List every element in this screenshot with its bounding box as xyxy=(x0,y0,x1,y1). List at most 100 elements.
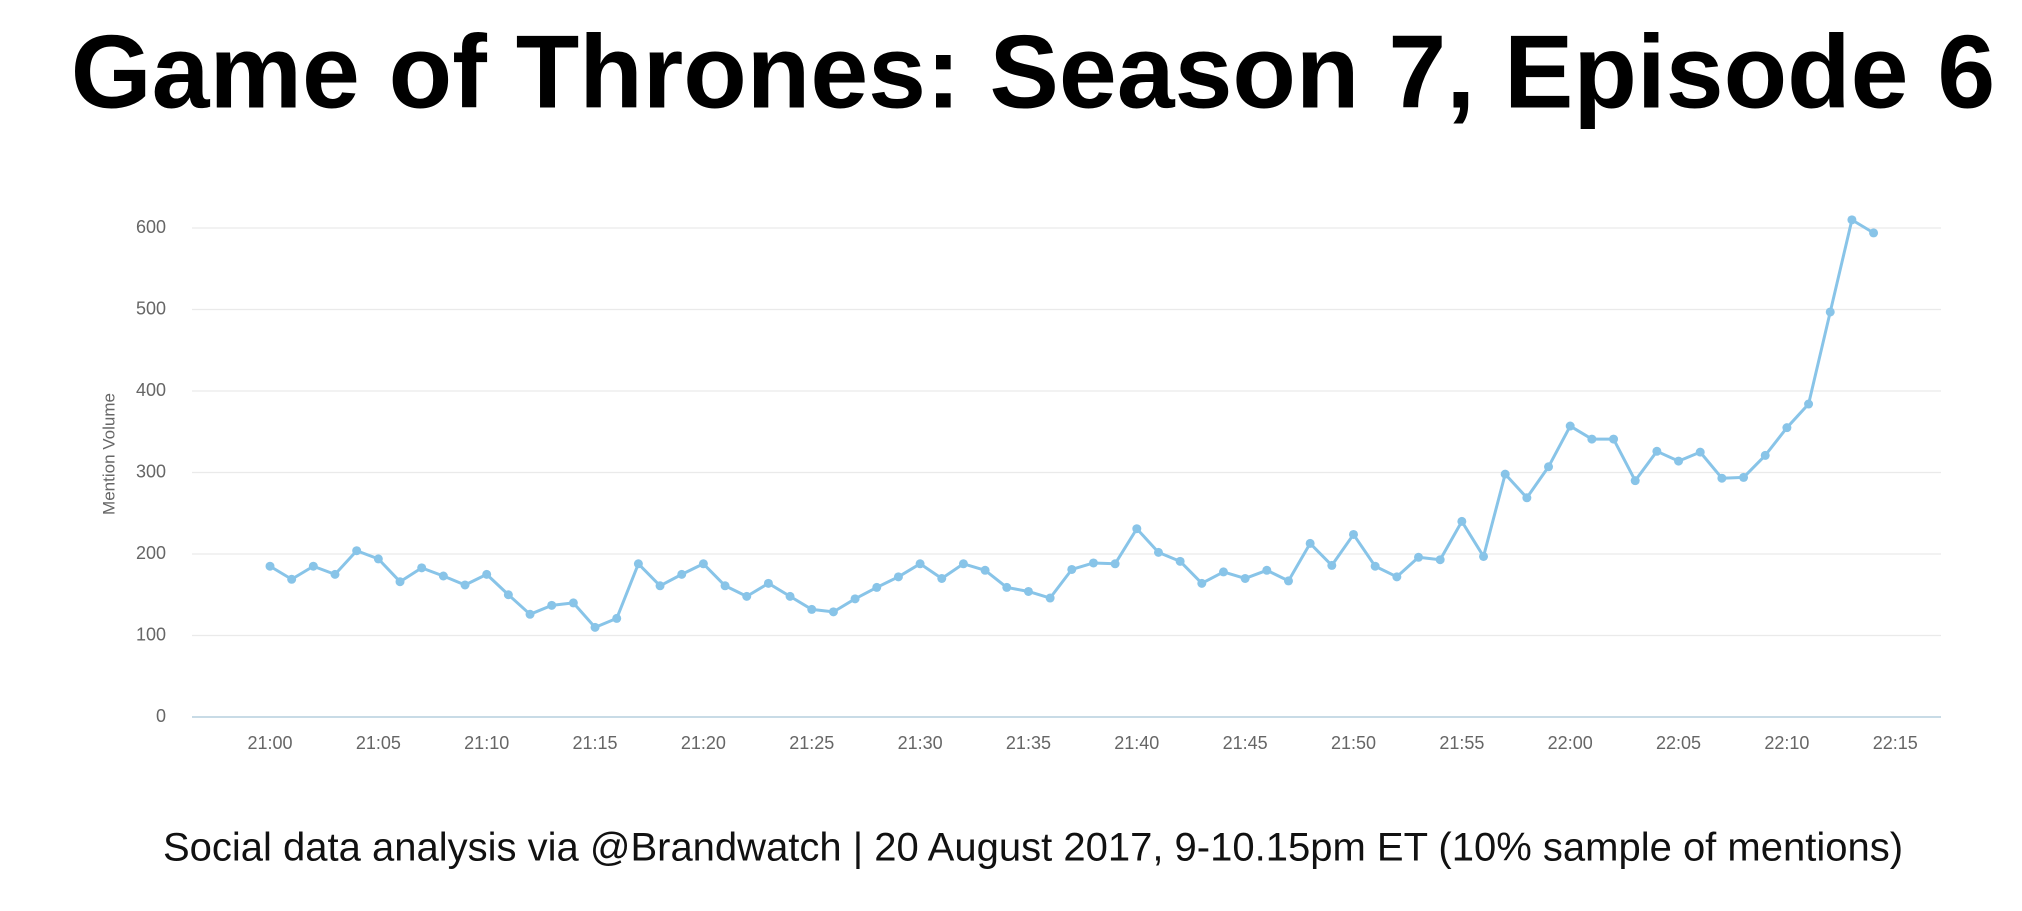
data-point xyxy=(395,577,405,587)
data-point xyxy=(1544,462,1554,472)
y-axis-label: Mention Volume xyxy=(99,393,118,515)
x-tick-label: 21:40 xyxy=(1114,733,1159,753)
x-tick-label: 21:20 xyxy=(681,733,726,753)
x-tick-label: 21:15 xyxy=(573,733,618,753)
data-point xyxy=(1414,552,1424,562)
caption: Social data analysis via @Brandwatch | 2… xyxy=(163,826,1903,870)
data-point xyxy=(1804,399,1814,409)
data-point xyxy=(763,578,773,588)
data-point xyxy=(503,590,513,600)
data-point xyxy=(1652,446,1662,456)
data-point xyxy=(1782,423,1792,433)
data-point xyxy=(1739,472,1749,482)
data-point xyxy=(612,613,622,623)
x-tick-label: 21:05 xyxy=(356,733,401,753)
data-point xyxy=(460,580,470,590)
data-point xyxy=(1197,578,1207,588)
y-tick-label: 400 xyxy=(136,380,166,400)
data-point xyxy=(1392,572,1402,582)
data-point xyxy=(438,571,448,581)
data-point xyxy=(1500,469,1510,479)
data-point xyxy=(1435,555,1445,565)
x-tick-label: 21:45 xyxy=(1223,733,1268,753)
x-tick-label: 22:10 xyxy=(1764,733,1809,753)
data-point xyxy=(655,581,665,591)
data-point xyxy=(980,565,990,575)
data-point xyxy=(287,574,297,584)
x-tick-label: 22:05 xyxy=(1656,733,1701,753)
data-point xyxy=(373,554,383,564)
data-point xyxy=(525,609,535,619)
x-tick-label: 21:00 xyxy=(247,733,292,753)
data-point xyxy=(633,559,643,569)
data-point xyxy=(893,572,903,582)
data-point xyxy=(265,561,275,571)
data-point xyxy=(482,569,492,579)
chart-title: Game of Thrones: Season 7, Episode 6 xyxy=(71,14,1996,130)
data-point xyxy=(698,559,708,569)
data-point xyxy=(872,582,882,592)
data-point xyxy=(1305,538,1315,548)
x-tick-label: 22:15 xyxy=(1873,733,1918,753)
data-point xyxy=(1479,551,1489,561)
y-tick-label: 100 xyxy=(136,624,166,644)
y-tick-label: 300 xyxy=(136,461,166,481)
data-point xyxy=(1283,576,1293,586)
y-tick-label: 600 xyxy=(136,217,166,237)
data-point xyxy=(850,594,860,604)
data-point xyxy=(1327,560,1337,570)
data-point xyxy=(1175,556,1185,566)
data-point xyxy=(1717,473,1727,483)
data-point xyxy=(1760,450,1770,460)
data-point xyxy=(915,559,925,569)
data-point xyxy=(1869,228,1879,238)
x-tick-label: 21:30 xyxy=(898,733,943,753)
data-point xyxy=(1002,582,1012,592)
data-point xyxy=(568,598,578,608)
data-point xyxy=(742,591,752,601)
data-point xyxy=(1522,493,1532,503)
x-tick-label: 21:35 xyxy=(1006,733,1051,753)
x-tick-label: 21:10 xyxy=(464,733,509,753)
data-point xyxy=(1110,559,1120,569)
data-point xyxy=(1609,434,1619,444)
data-point xyxy=(1262,565,1272,575)
data-point xyxy=(828,607,838,617)
data-point xyxy=(1587,434,1597,444)
data-point xyxy=(1565,421,1575,431)
data-point xyxy=(1132,524,1142,534)
data-point xyxy=(330,569,340,579)
data-point xyxy=(1825,307,1835,317)
data-point xyxy=(1023,586,1033,596)
data-point xyxy=(417,563,427,573)
data-point xyxy=(1630,476,1640,486)
data-point xyxy=(590,622,600,632)
data-point xyxy=(937,573,947,583)
data-point xyxy=(1695,447,1705,457)
data-point xyxy=(1045,593,1055,603)
data-point xyxy=(1088,558,1098,568)
y-tick-label: 0 xyxy=(156,706,166,726)
data-point xyxy=(677,569,687,579)
data-point xyxy=(1349,529,1358,539)
data-point xyxy=(720,581,730,591)
data-point xyxy=(785,591,795,601)
data-point xyxy=(1457,516,1467,526)
data-point xyxy=(1153,547,1163,557)
x-tick-label: 21:25 xyxy=(789,733,834,753)
data-point xyxy=(1218,567,1228,577)
data-point xyxy=(1240,573,1250,583)
data-point xyxy=(547,600,557,610)
data-point xyxy=(1674,456,1684,466)
data-point xyxy=(958,559,968,569)
data-point xyxy=(352,546,362,556)
x-tick-label: 22:00 xyxy=(1548,733,1593,753)
data-point xyxy=(807,604,817,614)
x-tick-label: 21:55 xyxy=(1439,733,1484,753)
data-point xyxy=(308,561,318,571)
data-point xyxy=(1847,215,1857,225)
data-point xyxy=(1370,561,1380,571)
data-point xyxy=(1067,564,1077,574)
y-tick-label: 200 xyxy=(136,543,166,563)
